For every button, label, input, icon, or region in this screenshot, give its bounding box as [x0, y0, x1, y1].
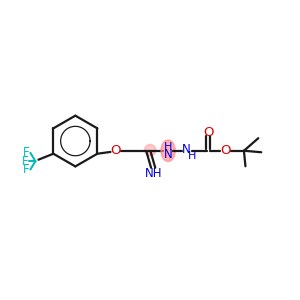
Ellipse shape — [145, 145, 156, 156]
Text: H: H — [164, 142, 172, 152]
Ellipse shape — [161, 140, 175, 161]
Text: N: N — [164, 148, 172, 161]
Text: O: O — [220, 144, 231, 157]
Text: O: O — [203, 126, 213, 139]
Text: F: F — [23, 146, 30, 159]
Text: O: O — [111, 144, 121, 157]
Text: F: F — [22, 155, 29, 168]
Text: H: H — [188, 151, 196, 160]
Text: F: F — [23, 163, 30, 176]
Text: NH: NH — [144, 167, 162, 180]
Text: N: N — [182, 143, 191, 156]
